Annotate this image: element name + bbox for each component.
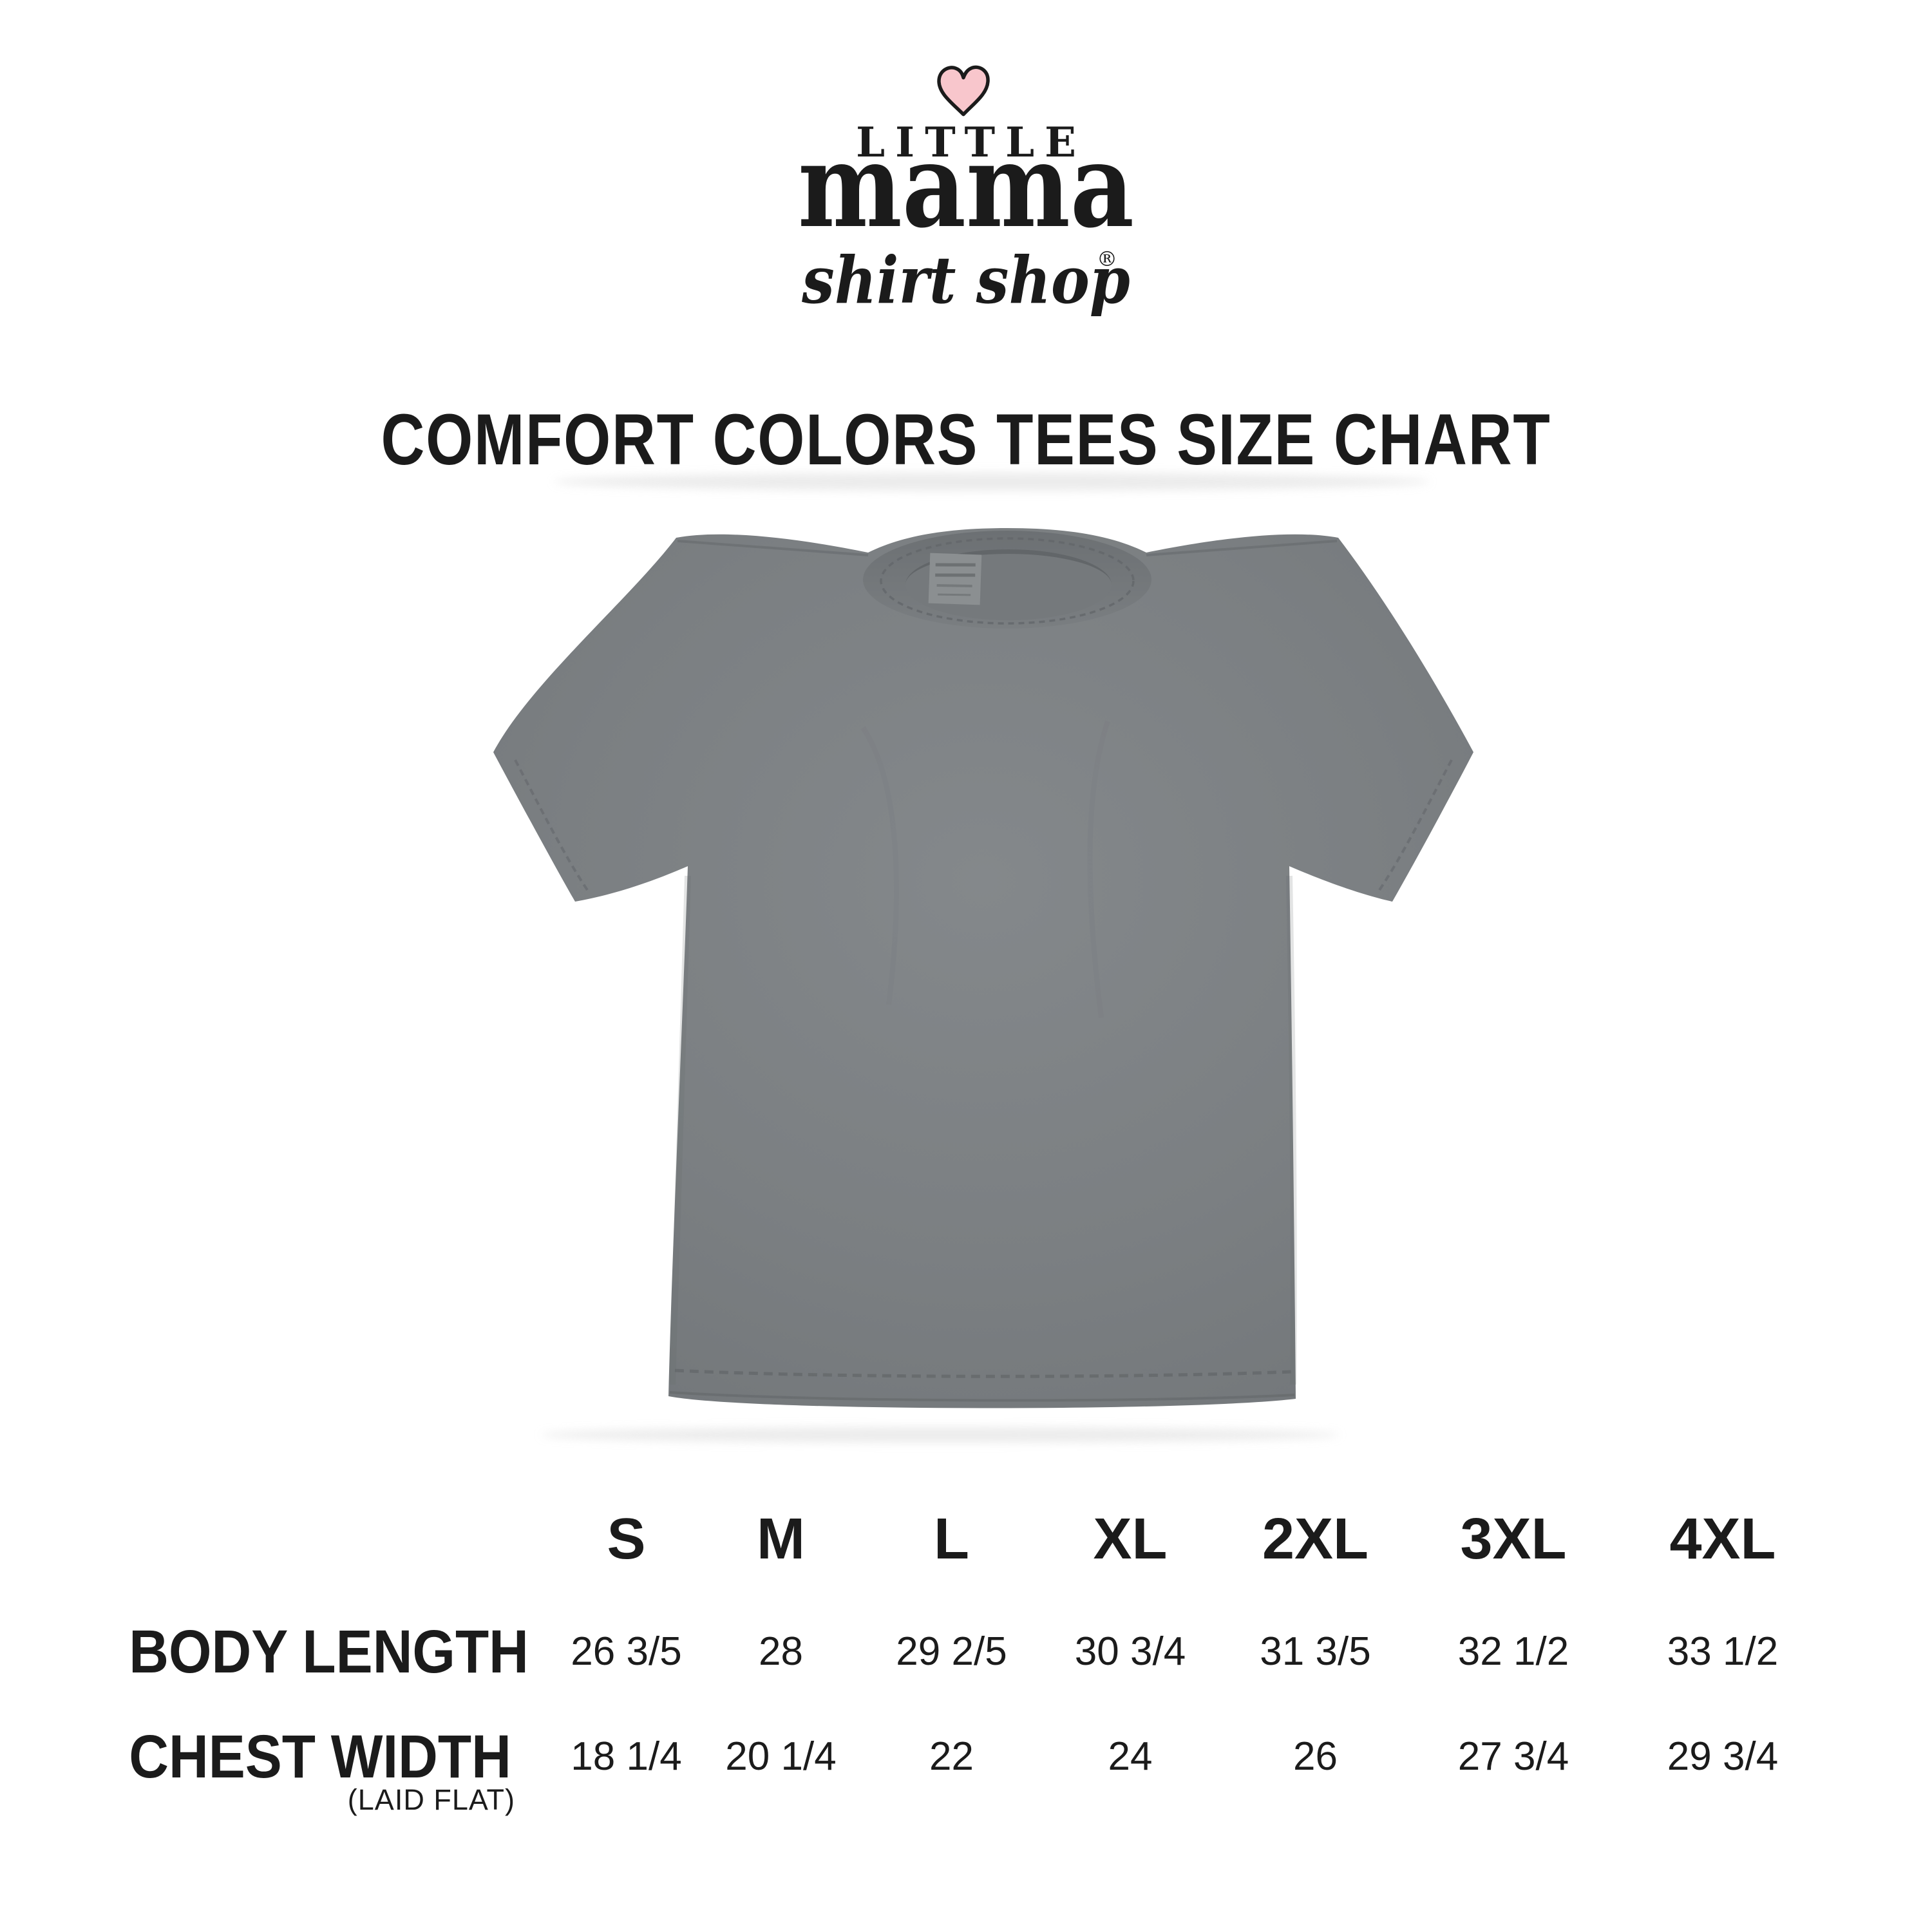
- chest-width-xl: 24: [1108, 1734, 1153, 1779]
- chest-width-m: 20 1/4: [725, 1734, 837, 1779]
- chest-width-4xl: 29 3/4: [1667, 1734, 1779, 1779]
- header-spacer-cell: [84, 1501, 554, 1578]
- size-col-s: S: [607, 1507, 646, 1571]
- body-length-3xl: 32 1/2: [1457, 1629, 1569, 1674]
- neck-tag: [928, 553, 982, 605]
- size-col-2xl: 2XL: [1262, 1507, 1369, 1571]
- brand-word-little: LITTLE: [856, 118, 1086, 167]
- brand-word-mama: mama: [797, 118, 1135, 254]
- tshirt-body: [493, 528, 1473, 1408]
- brand-word-shirt-shop: shirt shop: [802, 242, 1130, 318]
- row-label-chest-width: CHEST WIDTH (LAID FLAT): [84, 1712, 554, 1816]
- body-length-2xl: 31 3/5: [1260, 1629, 1371, 1674]
- body-length-xl: 30 3/4: [1074, 1629, 1186, 1674]
- chest-width-s: 18 1/4: [571, 1734, 682, 1779]
- size-col-3xl: 3XL: [1460, 1507, 1567, 1571]
- size-header-row: S M L XL 2XL 3XL 4XL: [84, 1501, 1829, 1578]
- chest-width-2xl: 26: [1293, 1734, 1338, 1779]
- chest-width-3xl: 27 3/4: [1457, 1734, 1569, 1779]
- chest-width-row: CHEST WIDTH (LAID FLAT) 18 1/4 20 1/4 22…: [84, 1712, 1829, 1816]
- size-col-l: L: [934, 1507, 969, 1571]
- body-length-l: 29 2/5: [896, 1629, 1007, 1674]
- body-length-row: BODY LENGTH 26 3/5 28 29 2/5 30 3/4 31 3…: [84, 1607, 1829, 1697]
- tshirt-collar: [863, 531, 1151, 629]
- page-title: COMFORT COLORS TEES SIZE CHART: [381, 399, 1551, 480]
- tshirt-image: [493, 473, 1473, 1443]
- body-length-m: 28: [759, 1629, 803, 1674]
- body-length-s: 26 3/5: [571, 1629, 682, 1674]
- photo-shadow-smudges: [541, 473, 1430, 1443]
- row-label-body-length: BODY LENGTH: [84, 1607, 554, 1705]
- registered-trademark-icon: ®: [1097, 247, 1117, 271]
- row-label-text: BODY LENGTH: [129, 1618, 529, 1686]
- size-col-4xl: 4XL: [1669, 1507, 1776, 1571]
- body-length-4xl: 33 1/2: [1667, 1629, 1779, 1674]
- row-label-text: CHEST WIDTH: [129, 1723, 511, 1791]
- chest-width-l: 22: [929, 1734, 974, 1779]
- row-sublabel-laid-flat: (LAID FLAT): [347, 1783, 515, 1816]
- size-col-xl: XL: [1093, 1507, 1168, 1571]
- size-col-m: M: [757, 1507, 805, 1571]
- heart-icon: [937, 65, 990, 117]
